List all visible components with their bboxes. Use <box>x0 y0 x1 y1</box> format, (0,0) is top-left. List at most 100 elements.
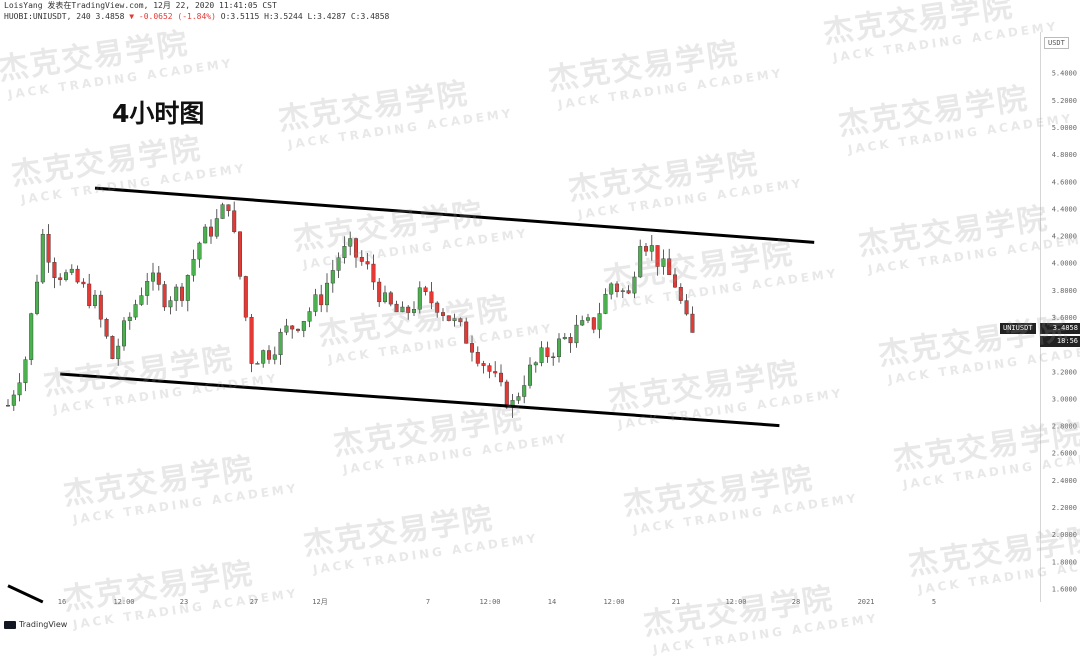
price-tick-label: 5.4000 <box>1052 70 1077 78</box>
price-tick-label: 1.8000 <box>1052 558 1077 566</box>
candle-body <box>35 281 40 314</box>
candle-body <box>11 394 16 406</box>
down-arrow-icon: ▼ <box>129 12 135 21</box>
ohlc-values: O:3.5115 H:3.5244 L:3.4287 C:3.4858 <box>215 12 390 21</box>
price-tick-label: 3.8000 <box>1052 287 1077 295</box>
publish-info: 发表在TradingView.com, 12月 22, 2020 11:41:0… <box>42 1 277 10</box>
price-tick-label: 4.6000 <box>1052 178 1077 186</box>
candle-body <box>591 317 596 330</box>
candle-body <box>220 204 225 219</box>
time-tick-label: 5 <box>932 598 936 606</box>
time-tick-label: 21 <box>672 598 680 606</box>
time-tick-label: 7 <box>426 598 430 606</box>
candle-body <box>516 396 521 401</box>
candle-body <box>446 315 451 321</box>
x-axis-ticks: 16 12:00 23 27 12月 7 12:00 14 12:00 21 12:00 28 2021… <box>58 598 936 606</box>
time-tick-label: 12:00 <box>113 598 134 606</box>
candle-body <box>191 258 196 276</box>
time-tick-label: 14 <box>548 598 556 606</box>
price-tick-label: 3.6000 <box>1052 314 1077 322</box>
candle-body <box>179 286 184 301</box>
candle-body <box>58 277 63 280</box>
unit-label[interactable]: USDT <box>1044 37 1069 49</box>
candle-body <box>330 270 335 284</box>
candle-body <box>406 306 411 313</box>
candle-body <box>237 231 242 277</box>
price-tick-label: 3.2000 <box>1052 368 1077 376</box>
candle-body <box>133 304 138 318</box>
candle-body <box>678 287 683 301</box>
candle-body <box>156 272 161 285</box>
candle-body <box>632 276 637 294</box>
candle-body <box>272 354 277 360</box>
candle-body <box>185 275 190 301</box>
time-tick-label: 23 <box>180 598 188 606</box>
candle-body <box>145 281 150 296</box>
price-tick-label: 2.2000 <box>1052 504 1077 512</box>
candle-body <box>267 350 272 360</box>
candle-body <box>23 359 28 383</box>
price-change: -0.0652 (-1.84%) <box>134 12 216 21</box>
candle-body <box>63 272 68 280</box>
candle-body <box>203 226 208 244</box>
candle-body <box>5 405 10 407</box>
symbol-tag: UNIUSDT <box>1000 323 1036 334</box>
candle-body <box>255 363 260 365</box>
candle-body <box>661 258 666 267</box>
candle-body <box>383 292 388 303</box>
price-axis[interactable]: 5.4000 5.2000 5.0000 4.8000 4.6000 4.4000 4.20… <box>1040 32 1080 602</box>
candle-body <box>319 294 324 306</box>
candle-body <box>313 294 318 312</box>
tradingview-brand[interactable]: TradingView <box>4 620 67 629</box>
symbol-info: HUOBI:UNIUSDT, 240 3.4858 <box>4 12 130 21</box>
candle-body <box>342 246 347 258</box>
candle-body <box>609 283 614 295</box>
price-tick-label: 5.0000 <box>1052 124 1077 132</box>
candle-body <box>475 352 480 364</box>
candle-body <box>557 338 562 358</box>
candle-body <box>377 281 382 303</box>
candle-body <box>226 204 231 211</box>
candle-body <box>568 337 573 344</box>
bar-countdown: 18:56 <box>1040 336 1080 347</box>
candle-body <box>92 294 97 306</box>
candle-body <box>354 238 359 258</box>
candle-body <box>441 312 446 316</box>
candle-body <box>574 324 579 344</box>
candle-body <box>470 343 475 353</box>
candle-body <box>690 313 695 333</box>
candle-body <box>348 238 353 247</box>
trendlines-layer <box>7 186 815 604</box>
candlestick-chart[interactable]: 16 12:00 23 27 12月 7 12:00 14 12:00 21 12:00 28 2021… <box>0 0 1080 636</box>
candle-body <box>464 321 469 344</box>
candle-body <box>162 284 167 308</box>
candle-body <box>545 347 550 357</box>
price-tick-label: 3.0000 <box>1052 395 1077 403</box>
candle-body <box>562 337 567 340</box>
price-tick-label: 2.4000 <box>1052 477 1077 485</box>
candle-body <box>249 317 254 364</box>
candle-body <box>493 371 498 374</box>
time-tick-label: 2021 <box>858 598 875 606</box>
candle-body <box>278 331 283 356</box>
time-tick-label: 27 <box>250 598 258 606</box>
candle-body <box>29 313 34 360</box>
candle-body <box>649 245 654 252</box>
candle-body <box>597 313 602 330</box>
candle-body <box>673 274 678 288</box>
candle-body <box>98 294 103 320</box>
candle-body <box>539 347 544 363</box>
time-tick-label: 28 <box>792 598 800 606</box>
candle-body <box>504 381 509 408</box>
price-tick-label: 2.6000 <box>1052 450 1077 458</box>
candle-body <box>638 246 643 278</box>
chart-title: 4小时图 <box>112 99 205 128</box>
candle-body <box>104 319 109 337</box>
candle-body <box>46 234 51 263</box>
candle-body <box>371 263 376 283</box>
candle-body <box>499 372 504 383</box>
price-tick-label: 4.8000 <box>1052 151 1077 159</box>
candle-body <box>87 283 92 306</box>
candle-body <box>197 242 202 260</box>
